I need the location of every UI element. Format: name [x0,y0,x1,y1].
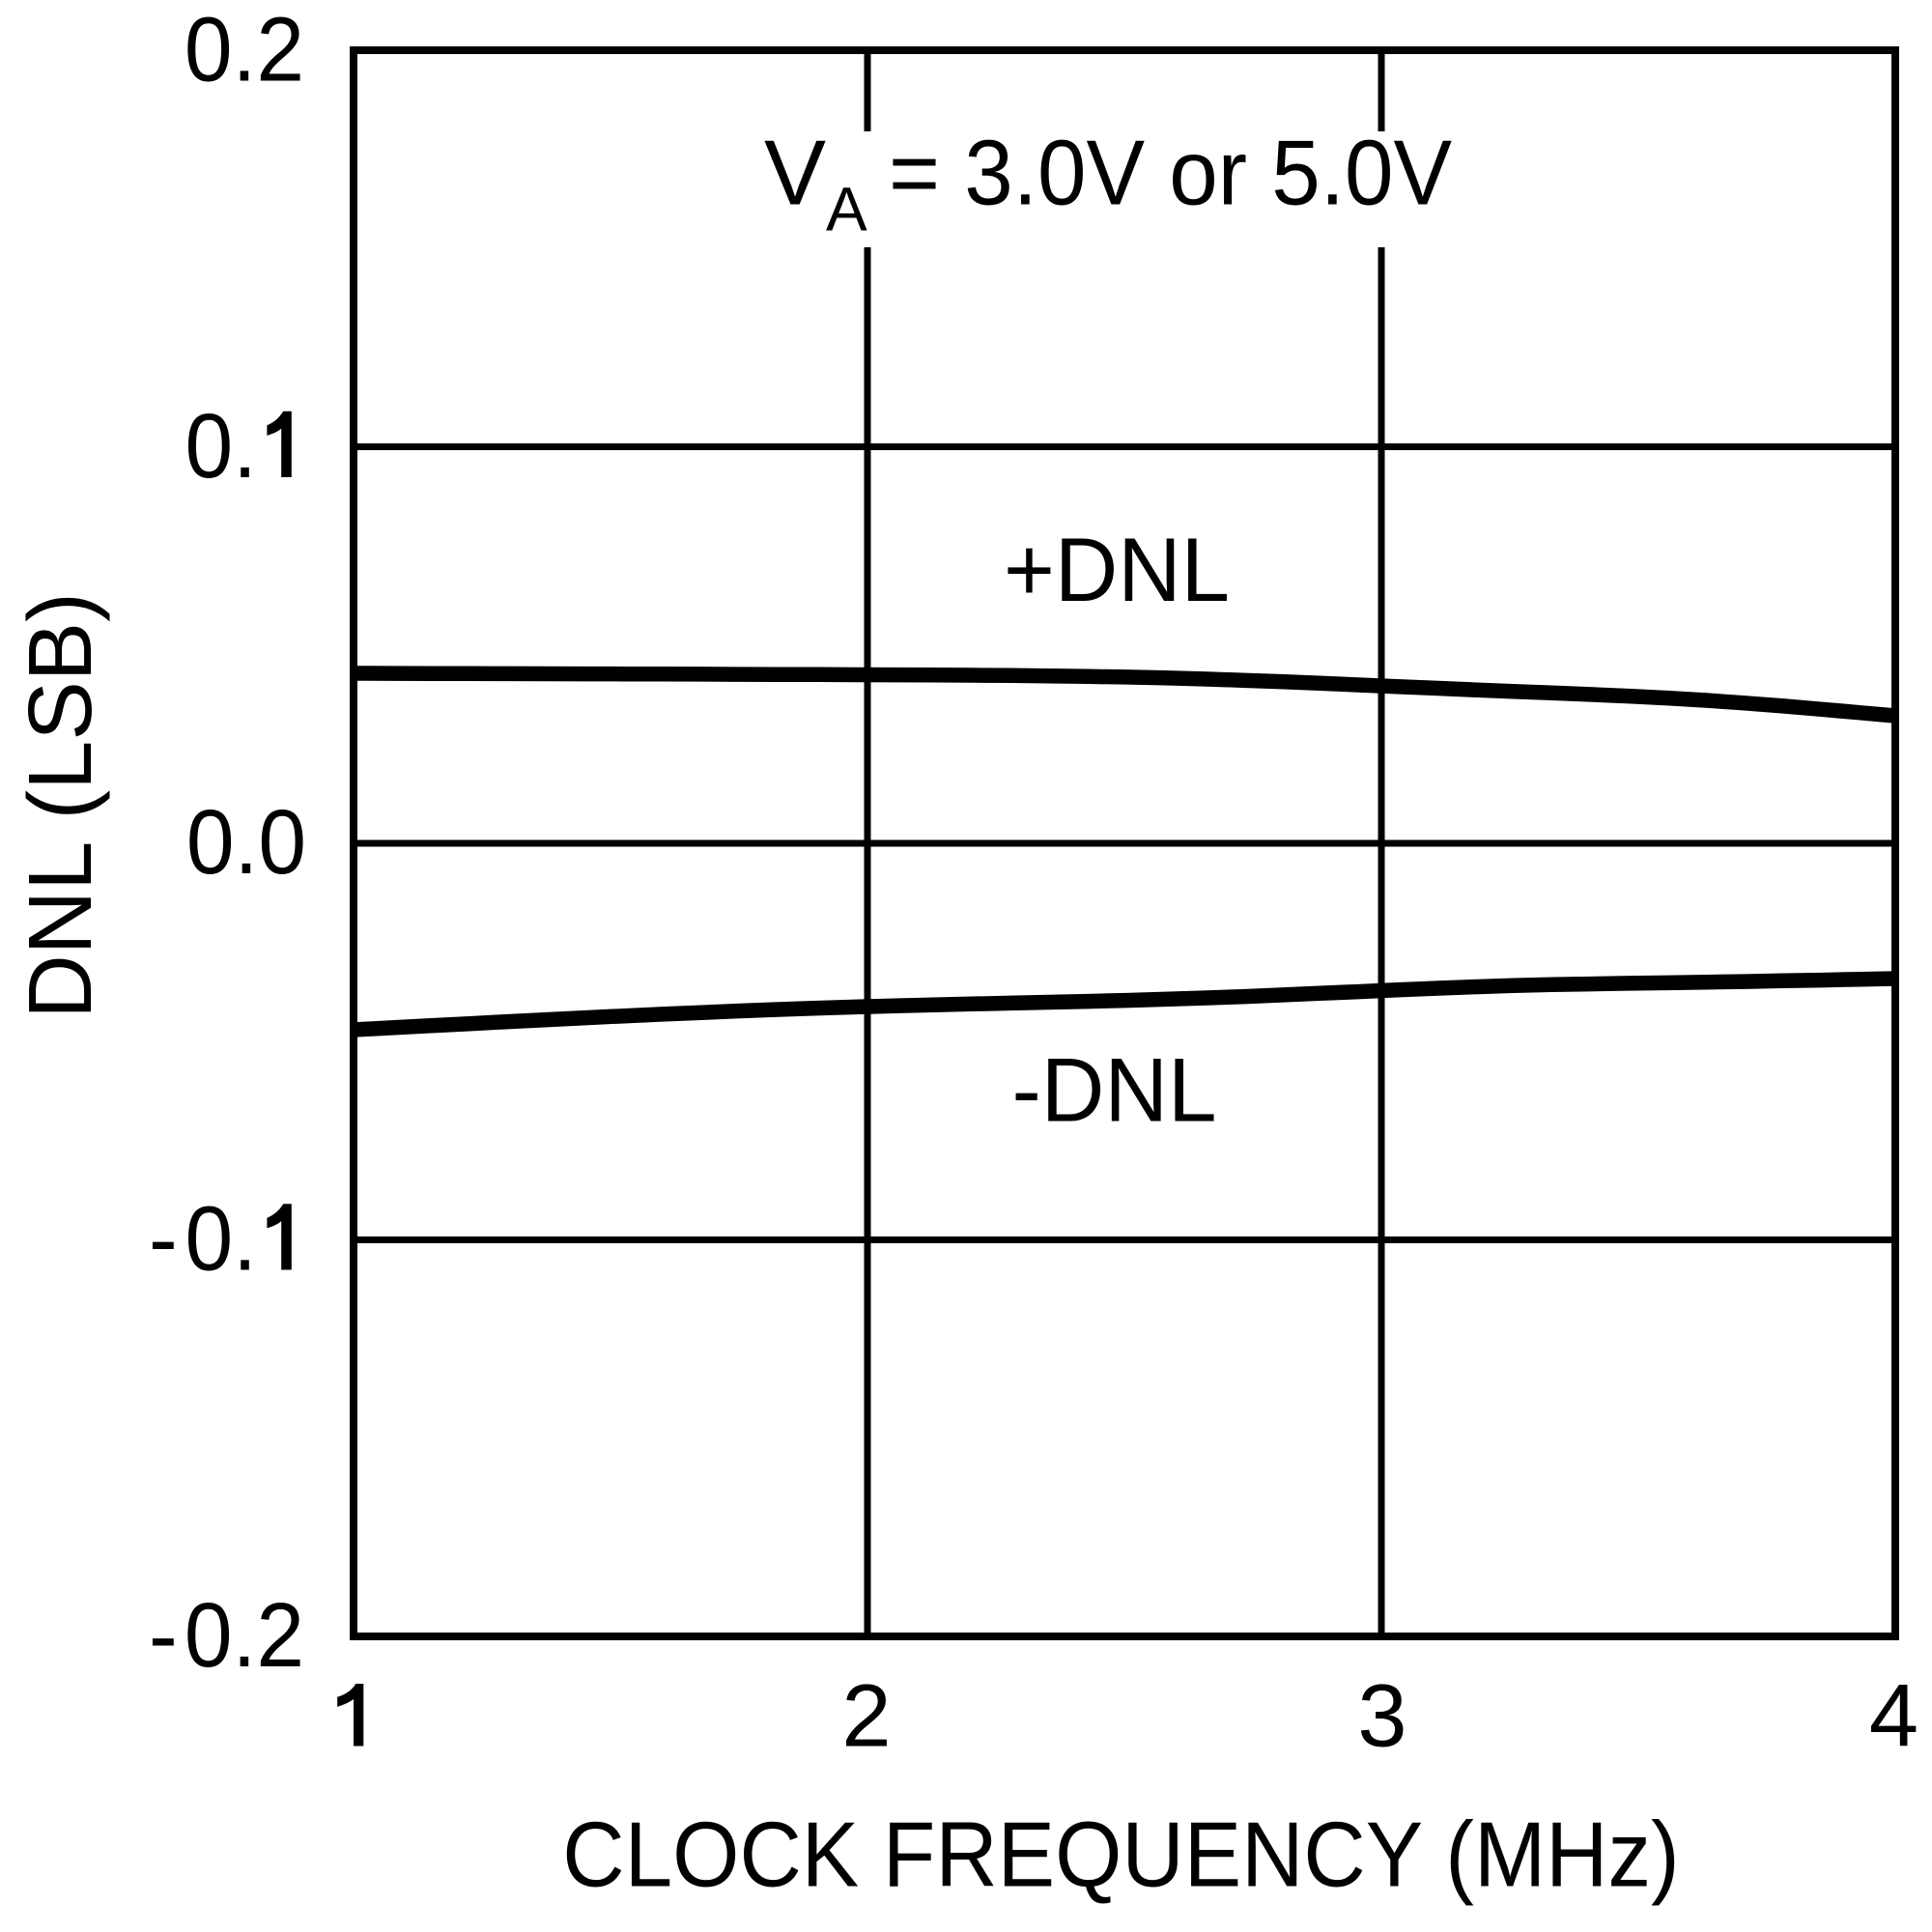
svg-text:0.2: 0.2 [185,1583,304,1686]
svg-text:2: 2 [841,1667,891,1766]
svg-text:3: 3 [1357,1667,1406,1766]
svg-text:4: 4 [1869,1667,1918,1766]
svg-text:CLOCK FREQUENCY (MHz): CLOCK FREQUENCY (MHz) [562,1802,1679,1906]
svg-text:-: - [149,1583,178,1686]
svg-text:DNL (LSB): DNL (LSB) [10,592,111,1019]
svg-text:0.0: 0.0 [186,790,306,893]
svg-text:0.: 0. [185,394,257,497]
svg-text:-DNL: -DNL [1012,1038,1217,1141]
svg-text:+DNL: +DNL [1004,518,1230,620]
svg-text:= 3.0V or 5.0V: = 3.0V or 5.0V [889,120,1452,224]
svg-text:0.2: 0.2 [185,0,304,100]
svg-text:VA: VA [764,122,867,244]
svg-text:0.: 0. [185,1187,257,1290]
svg-text:-: - [149,1187,178,1290]
